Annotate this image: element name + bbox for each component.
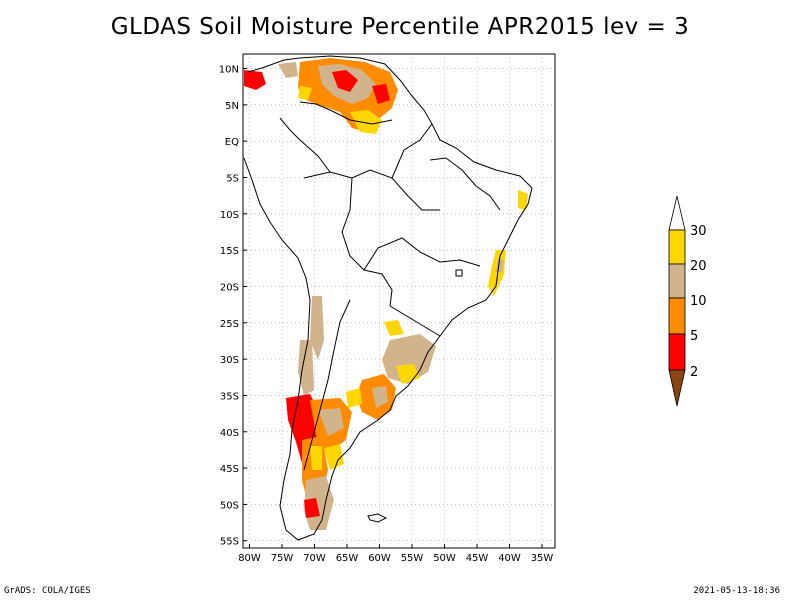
colorbar-label-20: 20 xyxy=(690,259,707,274)
lon-tick-label: 60W xyxy=(368,553,391,564)
lat-tick-label: EQ xyxy=(225,137,239,148)
colorbar-band-20-30 xyxy=(668,229,686,265)
lat-tick-label: 35S xyxy=(220,391,239,402)
footer-timestamp: 2021-05-13-18:36 xyxy=(693,586,780,596)
colorbar: 30 20 10 5 2 xyxy=(668,195,707,407)
lat-tick-label: 50S xyxy=(220,500,239,511)
lat-tick-label: 15S xyxy=(220,246,239,257)
lon-tick-label: 45W xyxy=(466,553,489,564)
latitude-labels: 10N 5N EQ 5S 10S 15S 20S 25S 30S 35S 40S 45S 50S 55S xyxy=(219,65,239,548)
lon-tick-label: 75W xyxy=(271,553,294,564)
longitude-labels: 80W 75W 70W 65W 60W 55W 50W 45W 40W 35W xyxy=(238,553,553,564)
lon-tick-label: 80W xyxy=(238,553,261,564)
lon-tick-label: 70W xyxy=(303,553,326,564)
colorbar-band-10-20 xyxy=(668,263,686,299)
lat-tick-label: 55S xyxy=(220,537,239,548)
lon-tick-label: 50W xyxy=(433,553,456,564)
colorbar-arrow-bottom xyxy=(668,369,686,407)
soil-moisture-shading xyxy=(244,58,528,530)
colorbar-label-5: 5 xyxy=(690,329,698,344)
colorbar-band-2-5 xyxy=(668,333,686,371)
lat-tick-label: 25S xyxy=(220,319,239,330)
lat-tick-label: 10N xyxy=(219,65,239,76)
colorbar-band-5-10 xyxy=(668,297,686,335)
lat-tick-label: 45S xyxy=(220,464,239,475)
lat-tick-label: 5S xyxy=(226,174,239,185)
lat-tick-label: 40S xyxy=(220,428,239,439)
lat-tick-label: 30S xyxy=(220,355,239,366)
lat-tick-label: 20S xyxy=(220,282,239,293)
plot-frame xyxy=(242,53,556,549)
colorbar-label-10: 10 xyxy=(690,294,707,309)
footer-credit: GrADS: COLA/IGES xyxy=(4,586,91,596)
lon-tick-label: 65W xyxy=(336,553,359,564)
lat-tick-label: 5N xyxy=(225,101,239,112)
lon-tick-label: 40W xyxy=(498,553,521,564)
colorbar-label-2: 2 xyxy=(690,365,698,380)
lon-tick-label: 35W xyxy=(531,553,554,564)
lon-tick-label: 55W xyxy=(401,553,424,564)
coastline-outline xyxy=(243,55,533,541)
map-title: GLDAS Soil Moisture Percentile APR2015 l… xyxy=(110,14,690,40)
colorbar-arrow-top xyxy=(668,195,686,231)
colorbar-label-30: 30 xyxy=(690,224,707,239)
lat-tick-label: 10S xyxy=(220,210,239,221)
